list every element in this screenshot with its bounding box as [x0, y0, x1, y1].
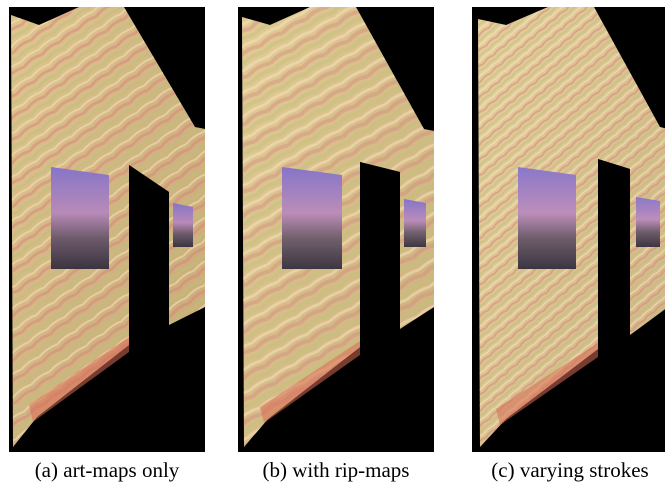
panel-b-image	[238, 7, 434, 452]
panel-c-image	[472, 7, 665, 452]
panel-b-caption: (b) with rip-maps	[262, 458, 410, 482]
panel-a	[9, 7, 205, 452]
panel-b	[238, 7, 434, 452]
panel-c-caption: (c) varying strokes	[491, 458, 649, 482]
panel-a-image	[9, 7, 205, 452]
panel-a-caption: (a) art-maps only	[34, 458, 180, 482]
panel-c	[472, 7, 665, 452]
